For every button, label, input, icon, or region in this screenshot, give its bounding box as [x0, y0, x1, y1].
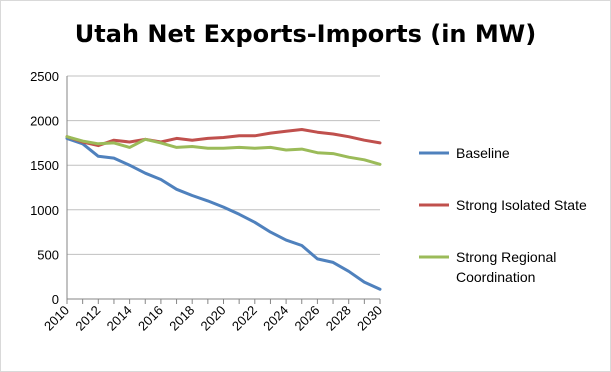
x-tick-label-2024: 2024: [260, 303, 291, 334]
series-line-0: [65, 136, 382, 291]
legend-label-2: Strong Regional Coordination: [456, 249, 556, 285]
x-tick-label-2020: 2020: [198, 303, 229, 334]
series-line-1: [65, 128, 382, 148]
x-tick-label-2030: 2030: [354, 303, 385, 334]
legend-label-line: Baseline: [456, 145, 510, 161]
y-tick-label-500: 500: [37, 247, 59, 262]
legend-label-1: Strong Isolated State: [456, 197, 587, 213]
legend-label-line: Strong Isolated State: [456, 197, 587, 213]
x-tick-label-2010: 2010: [41, 303, 72, 334]
legend-label-0: Baseline: [456, 145, 510, 161]
y-tick-label-0: 0: [52, 292, 59, 307]
x-tick-label-2016: 2016: [135, 303, 166, 334]
chart-title: Utah Net Exports-Imports (in MW): [74, 20, 537, 48]
y-tick-label-2000: 2000: [30, 114, 59, 129]
y-tick-label-2500: 2500: [30, 69, 59, 84]
legend-label-line: Coordination: [456, 269, 535, 285]
series-line-2: [65, 135, 382, 166]
y-tick-label-1500: 1500: [30, 158, 59, 173]
x-tick-label-2028: 2028: [323, 303, 354, 334]
x-tick-label-2026: 2026: [291, 303, 322, 334]
y-tick-label-1000: 1000: [30, 203, 59, 218]
x-tick-label-2014: 2014: [104, 303, 135, 334]
x-tick-label-2018: 2018: [166, 303, 197, 334]
x-tick-label-2012: 2012: [72, 303, 103, 334]
legend-label-line: Strong Regional: [456, 249, 556, 265]
x-tick-label-2022: 2022: [229, 303, 260, 334]
